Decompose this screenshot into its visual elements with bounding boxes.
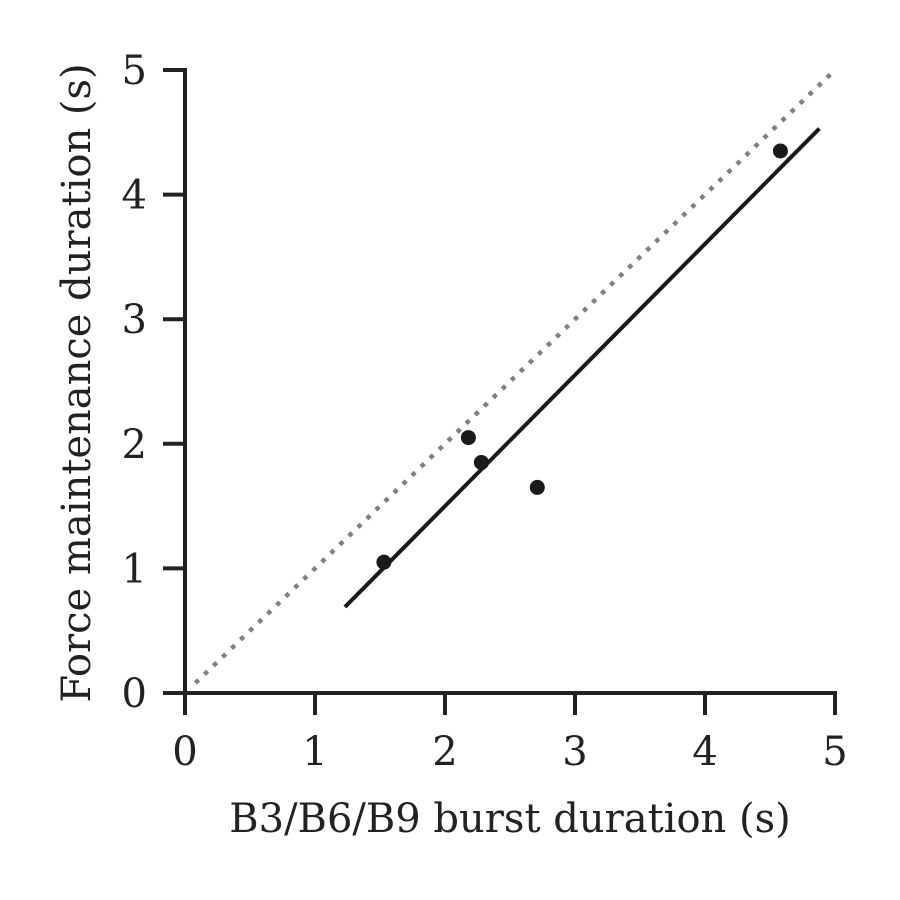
- data-point: [473, 454, 489, 470]
- axes: [183, 68, 837, 695]
- x-tick-label: 2: [432, 729, 457, 775]
- y-tick-label: 5: [122, 48, 147, 94]
- identity-line-layer: [193, 68, 837, 685]
- points-layer: [376, 143, 788, 570]
- y-ticks: 0 1 2 3 4 5: [122, 48, 185, 717]
- data-point: [460, 430, 476, 446]
- y-tick-label: 1: [122, 546, 147, 592]
- x-tick-label: 1: [302, 729, 327, 775]
- x-tick-label: 5: [822, 729, 847, 775]
- y-tick-label: 2: [122, 422, 147, 468]
- x-axis-title: B3/B6/B9 burst duration (s): [229, 796, 791, 842]
- x-ticks: 0 1 2 3 4 5: [172, 693, 848, 775]
- data-point: [376, 554, 392, 570]
- identity-line: [193, 68, 837, 685]
- fit-line: [343, 127, 821, 609]
- data-point: [772, 143, 788, 159]
- x-tick-label: 3: [562, 729, 587, 775]
- y-axis-title: Force maintenance duration (s): [54, 63, 100, 702]
- data-point: [529, 479, 545, 495]
- y-tick-label: 3: [122, 297, 147, 343]
- x-tick-label: 0: [172, 729, 197, 775]
- x-tick-label: 4: [692, 729, 717, 775]
- fit-line-layer: [343, 127, 821, 609]
- y-tick-label: 4: [122, 173, 147, 219]
- y-tick-label: 0: [122, 671, 147, 717]
